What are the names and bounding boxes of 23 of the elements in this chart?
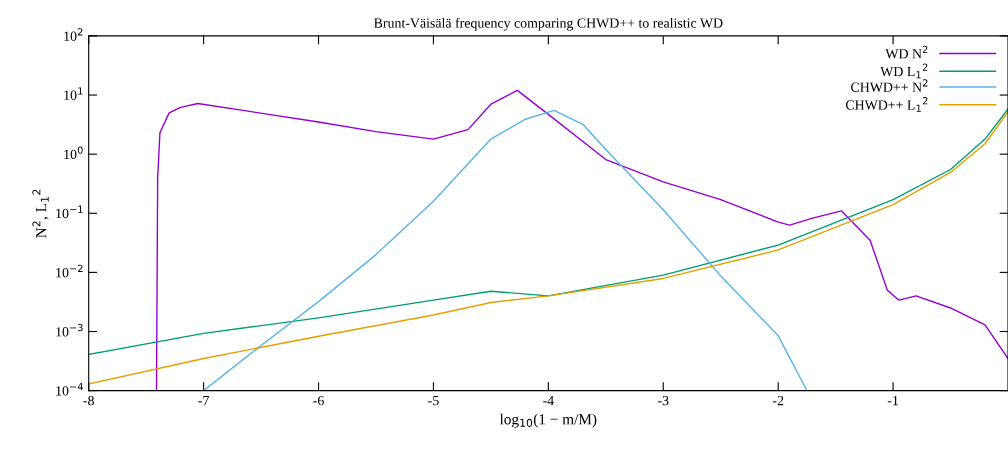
x-axis-title: log$_{10}$(1 − m/M)	[499, 413, 597, 428]
x-tick-label: -4	[543, 395, 554, 406]
y-axis-title: N$^{2}$, L$_{1}$$^{2}$	[32, 189, 49, 238]
y-tick-label: 10$^{−3}$	[56, 323, 83, 337]
y-tick-label: 10$^{−4}$	[56, 382, 83, 396]
x-tick-label: -2	[772, 395, 784, 406]
x-tick-label: -8	[83, 395, 94, 406]
y-tick-label: 10$^{2}$	[64, 28, 83, 41]
y-tick-label: 10$^{0}$	[64, 146, 83, 160]
legend-label: CHWD++ N$^{2}$	[851, 79, 928, 92]
x-tick-label: -1	[887, 395, 899, 406]
legend-label: WD L$_{1}$$^{2}$	[880, 63, 928, 79]
chart-title: Brunt-Väisälä frequency comparing CHWD++ to realistic WD	[374, 17, 723, 31]
y-tick-label: 10$^{−1}$	[56, 205, 83, 219]
x-tick-label: -3	[658, 395, 669, 406]
x-tick-label: -5	[428, 396, 439, 406]
y-tick-label: 10$^{−2}$	[56, 264, 83, 278]
line-series	[202, 109, 808, 391]
y-tick-label: 10$^{1}$	[64, 87, 83, 100]
x-tick-label: -7	[198, 396, 209, 406]
x-tick-label: -6	[313, 395, 324, 406]
legend-label: WD N$^{2}$	[885, 45, 928, 59]
legend-label: CHWD++ L$_{1}$$^{2}$	[845, 96, 928, 112]
